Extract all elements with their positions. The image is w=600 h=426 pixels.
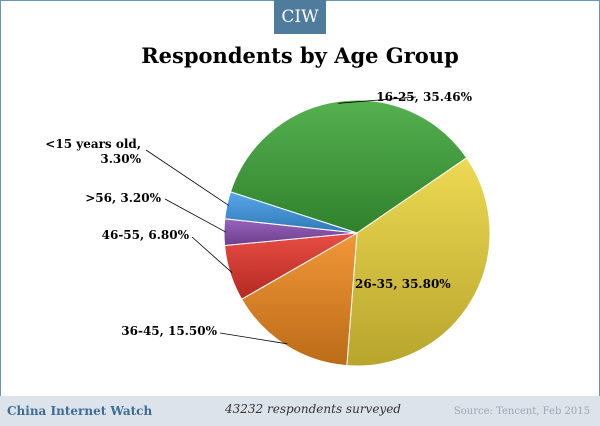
slice-label: 36-45, 15.50% [121, 324, 217, 338]
brand-name: China Internet Watch [7, 404, 153, 418]
pie-slice-16-25 [229, 99, 468, 234]
footer-bar: China Internet Watch 43232 respondents s… [0, 396, 600, 426]
slice-label: 26-35, 35.80% [355, 277, 451, 291]
pie-leader-lines [145, 96, 417, 345]
pie-labels: 16-25, 35.46% 26-35, 35.80% 36-45, 15.50% 4… [45, 90, 472, 338]
survey-note: 43232 respondents surveyed [225, 402, 401, 416]
leader-line [191, 236, 233, 273]
chart-title: Respondents by Age Group [141, 43, 459, 68]
leader-line [219, 332, 288, 345]
leader-line [338, 96, 417, 104]
slice-label: 16-25, 35.46% [376, 90, 472, 104]
pie-slice-36-45 [240, 232, 358, 367]
pie-slices [223, 99, 491, 367]
slice-label: >56, 3.20% [85, 191, 161, 205]
ciw-badge: CIW [274, 0, 326, 34]
source-credit: Source: Tencent, Feb 2015 [453, 406, 590, 417]
slice-label: <15 years old, 3.30% [45, 137, 141, 166]
pie-slice-26-35 [346, 157, 491, 367]
leader-line [164, 198, 227, 233]
slice-label: 46-55, 6.80% [102, 228, 190, 242]
leader-line [145, 149, 230, 206]
pie-slice-15-years-old [224, 191, 358, 234]
